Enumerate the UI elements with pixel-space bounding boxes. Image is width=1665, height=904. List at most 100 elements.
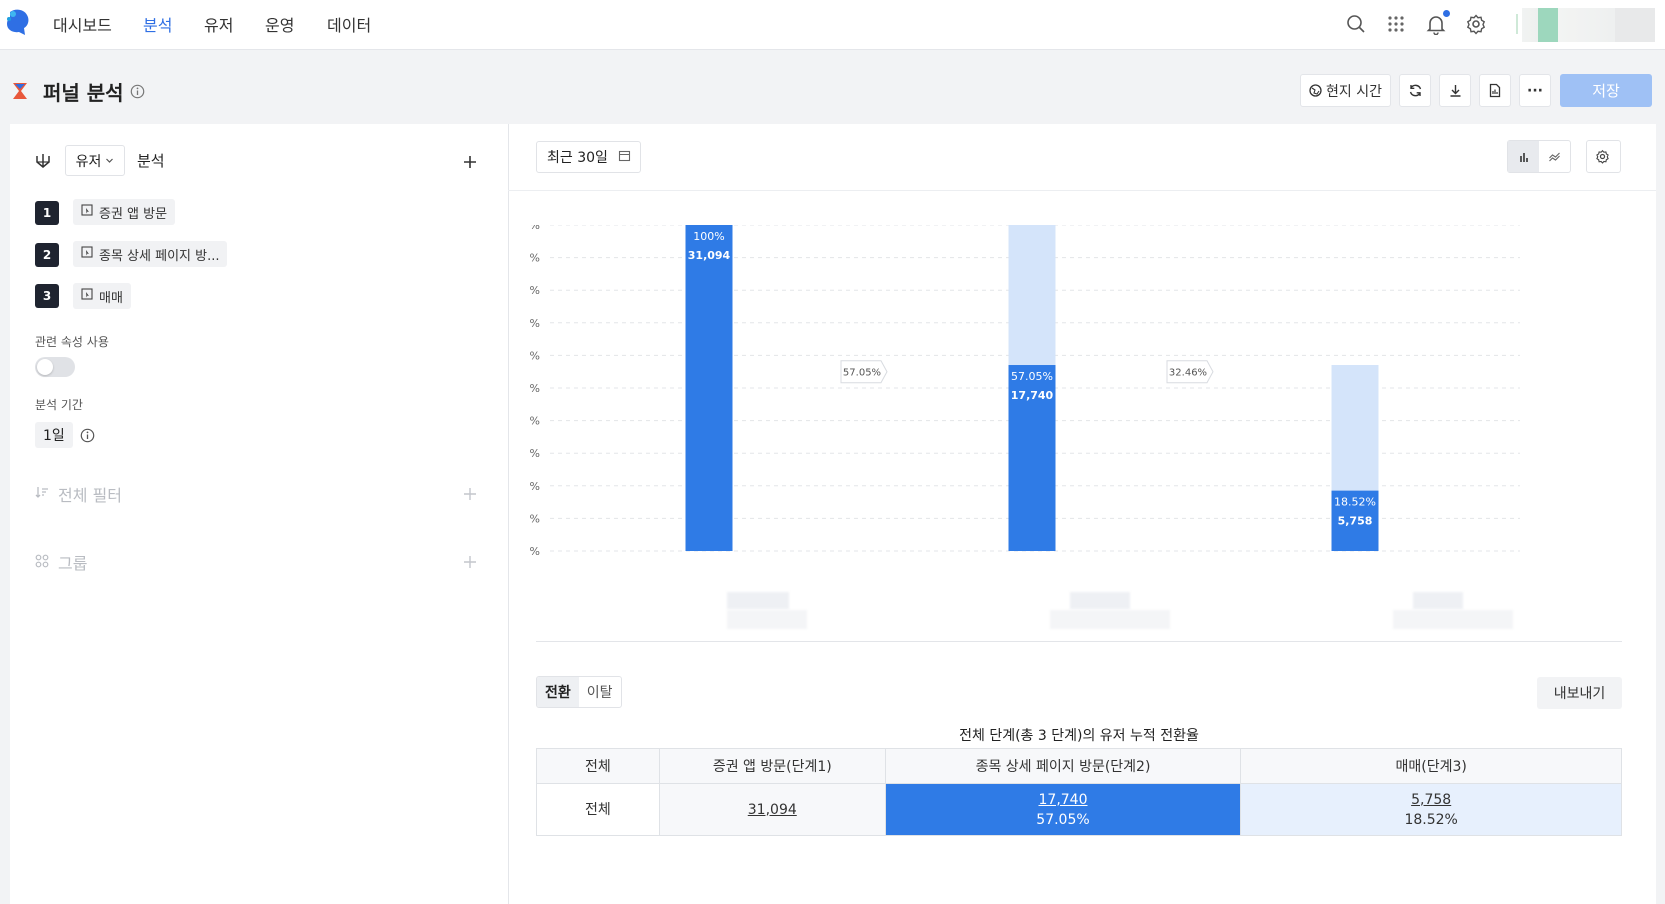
export-button[interactable]: 내보내기 (1537, 677, 1622, 709)
step2-cell: 17,740 57.05% (884, 783, 1242, 836)
step3-percent: 18.52% (1404, 811, 1458, 828)
chart-type-toggle (1507, 140, 1571, 173)
tab-dropoff[interactable]: 이탈 (586, 685, 613, 701)
step-conversion-label: 57.05% (843, 368, 881, 379)
top-navigation: 대시보드 분석 유저 운영 데이터 (0, 0, 1665, 50)
related-attr-label: 관련 속성 사용 (35, 335, 109, 349)
step3-cell: 5,758 18.52% (1240, 783, 1622, 836)
tab-conversion[interactable]: 전환 (537, 677, 579, 707)
globe-icon (1309, 84, 1322, 97)
save-button[interactable]: 저장 (1560, 74, 1652, 107)
step-number-1: 1 (35, 201, 59, 225)
x-axis-label-blurred (727, 610, 807, 629)
add-step-icon[interactable] (461, 153, 479, 171)
x-axis-label-blurred (1393, 610, 1513, 629)
chart-settings-button[interactable] (1586, 140, 1621, 173)
step1-cell: 31,094 (658, 783, 886, 836)
step-2-label: 종목 상세 페이지 방... (99, 248, 220, 264)
date-range-value: 최근 30일 (547, 150, 608, 166)
nav-tab-operations[interactable]: 운영 (265, 16, 295, 35)
bell-icon[interactable] (1425, 13, 1447, 36)
app-logo-icon[interactable] (4, 8, 32, 38)
subject-select[interactable]: 유저 (65, 145, 125, 176)
step-conversion-arrow (840, 360, 888, 384)
bar-chart-icon[interactable] (1508, 141, 1539, 172)
report-button[interactable] (1479, 74, 1511, 107)
step-3-label: 매매 (99, 290, 123, 306)
nav-tab-data[interactable]: 데이터 (327, 16, 372, 35)
period-value[interactable]: 1일 (35, 422, 73, 448)
funnel-chart: 100% 90% 80% 70% 60% 50% 40% 30% 20% 10% 0% 100% 31,… (530, 225, 1520, 558)
table-header: 증권 앱 방문(단계1) (658, 748, 886, 784)
download-icon (1448, 83, 1463, 98)
gear-icon (1587, 141, 1618, 172)
x-axis-label-blurred (1413, 592, 1463, 609)
step2-percent: 57.05% (1036, 811, 1090, 828)
line-chart-icon[interactable] (1539, 141, 1570, 172)
y-tick-label: 0% (530, 545, 540, 558)
bar-count-label: 17,740 (1011, 389, 1054, 402)
step-flow-icon (34, 152, 52, 174)
chevron-down-icon (105, 153, 114, 169)
refresh-button[interactable] (1399, 74, 1431, 107)
search-icon[interactable] (1345, 13, 1367, 35)
info-icon[interactable] (130, 84, 145, 99)
nav-tab-analysis[interactable]: 분석 (143, 16, 173, 35)
step-3-event[interactable]: 매매 (73, 283, 131, 309)
y-tick-label: 80% (530, 284, 540, 297)
y-tick-label: 50% (530, 382, 540, 395)
page-title-icon (12, 82, 28, 100)
group-icon (35, 554, 49, 572)
notification-dot (1443, 10, 1450, 17)
bar-percent-label: 18.52% (1334, 496, 1376, 509)
period-label: 분석 기간 (35, 398, 83, 412)
step2-count-link[interactable]: 17,740 (1038, 791, 1088, 808)
filter-sort-icon (35, 485, 49, 503)
x-axis-label-blurred (1050, 610, 1170, 629)
row-label: 전체 (536, 783, 660, 836)
document-icon (1488, 83, 1502, 98)
apps-grid-icon[interactable] (1385, 13, 1407, 35)
table-row: 전체 31,094 17,740 57.05% 5,758 18.52% (536, 783, 1622, 836)
global-filter-label: 전체 필터 (58, 486, 122, 505)
toolbar-divider (508, 190, 1656, 191)
x-axis-label-blurred (1070, 592, 1130, 609)
add-group-icon[interactable] (461, 553, 479, 571)
local-time-label: 현지 시간 (1326, 83, 1382, 100)
period-info-icon[interactable] (80, 428, 95, 447)
related-attr-toggle[interactable] (35, 357, 75, 377)
step-2-event[interactable]: 종목 상세 페이지 방... (73, 241, 228, 267)
y-tick-label: 30% (530, 447, 540, 460)
settings-gear-icon[interactable] (1465, 13, 1487, 35)
calendar-icon (618, 149, 631, 166)
user-profile-avatar[interactable] (1522, 8, 1655, 42)
more-options-button[interactable]: ··· (1519, 74, 1551, 107)
table-header: 종목 상세 페이지 방문(단계2) (884, 748, 1242, 784)
date-range-picker[interactable]: 최근 30일 (536, 141, 641, 173)
divider (1516, 14, 1518, 34)
local-time-button[interactable]: 현지 시간 (1300, 74, 1391, 107)
y-tick-label: 90% (530, 252, 540, 265)
table-header-row: 전체 증권 앱 방문(단계1) 종목 상세 페이지 방문(단계2) 매매(단계3… (536, 748, 1622, 784)
bar-percent-label: 100% (693, 230, 724, 243)
download-button[interactable] (1439, 74, 1471, 107)
nav-tab-dashboard[interactable]: 대시보드 (53, 16, 112, 35)
bar (1008, 365, 1056, 551)
bar-count-label: 31,094 (688, 249, 731, 262)
add-filter-icon[interactable] (461, 485, 479, 503)
step3-count-link[interactable]: 5,758 (1411, 791, 1452, 808)
step-number-3: 3 (35, 284, 59, 308)
bar-percent-label: 57.05% (1011, 370, 1053, 383)
refresh-icon (1408, 83, 1423, 98)
step-1-event[interactable]: 증권 앱 방문 (73, 199, 176, 225)
nav-tab-users[interactable]: 유저 (204, 16, 234, 35)
step-conversion-label: 32.46% (1169, 368, 1207, 379)
y-tick-label: 60% (530, 349, 540, 362)
event-icon (81, 288, 93, 304)
step1-count-link[interactable]: 31,094 (747, 801, 797, 818)
bar (1331, 490, 1379, 551)
event-icon (81, 246, 93, 262)
table-header: 전체 (536, 748, 660, 784)
y-tick-label: 40% (530, 415, 540, 428)
conversion-tabs: 전환 이탈 (536, 676, 622, 708)
